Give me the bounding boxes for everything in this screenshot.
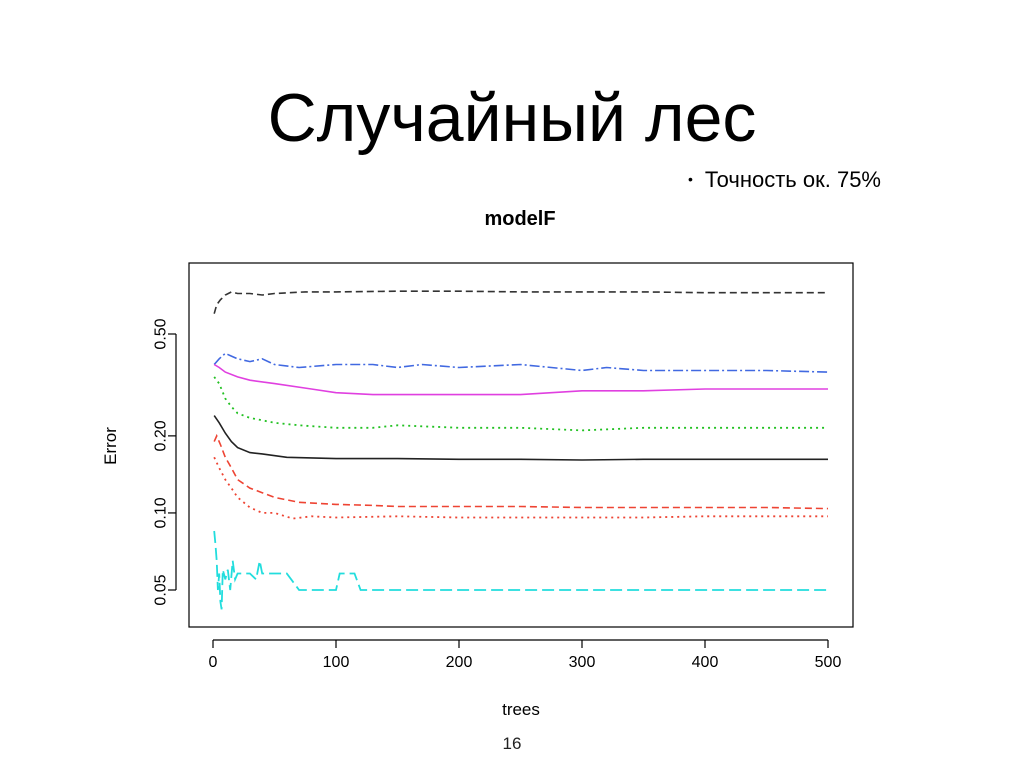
slide-title: Случайный лес [267,80,757,156]
x-tick-label: 100 [323,654,350,671]
x-tick-label: 0 [209,654,218,671]
plot-frame [188,262,854,628]
series-line-8 [213,530,828,610]
y-axis-label: Error [101,427,120,465]
chart-title: modelF [484,208,555,230]
y-tick-label: 0.50 [153,318,170,349]
bullet-marker: • [688,171,693,187]
y-tick-label: 0.20 [152,420,169,451]
series-line-7 [213,456,828,520]
series-line-3 [213,363,828,396]
axis-layer: 0 100 200 300 400 500 0.05 0.10 0.20 0.50 [152,318,841,671]
bullet-text: Точность ок. 75% [704,167,881,192]
series-layer [213,290,829,610]
x-tick-label: 200 [446,654,473,671]
series-line-5 [213,415,828,461]
x-tick-label: 400 [692,654,719,671]
bullet-point: • Точность ок. 75% [688,166,881,193]
series-line-4 [213,376,828,432]
y-tick-label: 0.05 [153,574,170,605]
x-axis-label: trees [502,700,540,719]
page-number: 16 [502,734,522,753]
y-tick-label: 0.10 [153,497,170,528]
series-line-2 [213,352,829,373]
x-tick-label: 300 [569,654,596,671]
x-tick-label: 500 [815,654,842,671]
series-line-6 [213,433,829,510]
series-line-1 [213,290,828,314]
